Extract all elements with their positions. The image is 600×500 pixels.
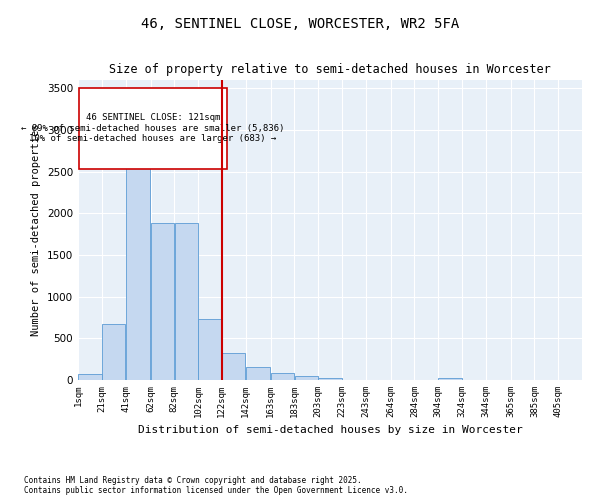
Bar [151, 224, 174, 380]
Text: 46, SENTINEL CLOSE, WORCESTER, WR2 5FA: 46, SENTINEL CLOSE, WORCESTER, WR2 5FA [141, 18, 459, 32]
FancyBboxPatch shape [79, 88, 227, 168]
Text: 46 SENTINEL CLOSE: 121sqm
← 89% of semi-detached houses are smaller (5,836)
10% : 46 SENTINEL CLOSE: 121sqm ← 89% of semi-… [21, 113, 284, 143]
Bar [271, 374, 294, 380]
Bar [78, 374, 101, 380]
Bar [319, 378, 341, 380]
Bar [295, 376, 318, 380]
Bar [246, 366, 271, 380]
Y-axis label: Number of semi-detached properties: Number of semi-detached properties [31, 124, 41, 336]
Title: Size of property relative to semi-detached houses in Worcester: Size of property relative to semi-detach… [109, 63, 551, 76]
Bar [175, 224, 198, 380]
Bar [102, 324, 125, 380]
Text: Contains HM Land Registry data © Crown copyright and database right 2025.
Contai: Contains HM Land Registry data © Crown c… [24, 476, 408, 495]
Bar [198, 319, 221, 380]
Bar [439, 378, 462, 380]
X-axis label: Distribution of semi-detached houses by size in Worcester: Distribution of semi-detached houses by … [137, 426, 523, 436]
Bar [126, 165, 150, 380]
Bar [222, 352, 245, 380]
